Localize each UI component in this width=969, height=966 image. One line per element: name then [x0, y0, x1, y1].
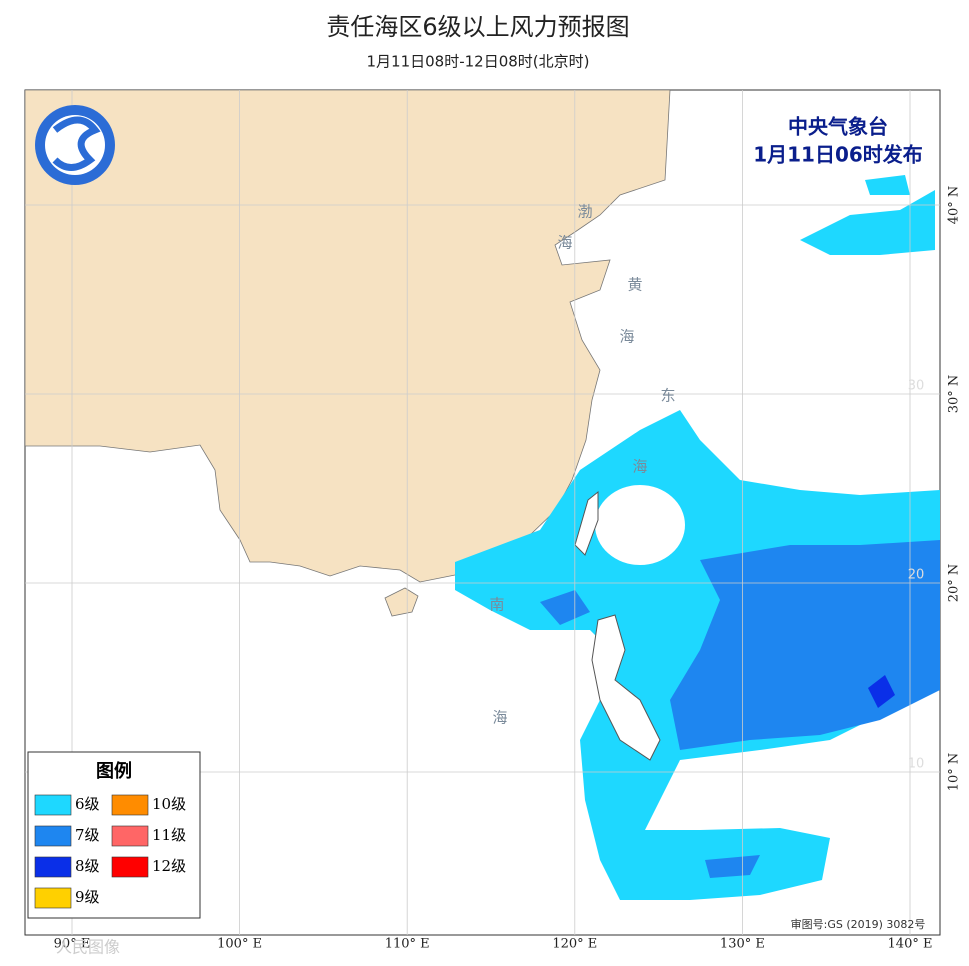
legend-label: 11级 [152, 826, 186, 844]
legend-swatch [111, 794, 149, 816]
land-luzon [591, 614, 661, 761]
legend-title: 图例 [96, 760, 132, 782]
map-body [25, 90, 940, 900]
legend-label: 8级 [75, 857, 100, 875]
sea-label: 海 [492, 709, 507, 727]
lon-label: 120° E [552, 937, 597, 952]
wind-6-japan [800, 175, 935, 255]
subtitle: 1月11日08时-12日08时(北京时) [366, 53, 589, 71]
approval-number: 审图号:GS (2019) 3082号 [791, 917, 926, 931]
legend-label: 12级 [152, 857, 186, 875]
lat-label: 30° N [947, 375, 962, 414]
legend-swatch [34, 825, 72, 847]
logo-mark [52, 116, 101, 171]
graticule: 90° E 100° E 110° E 120° E 130° E 140° E 40° N… [25, 90, 962, 952]
legend-swatch [111, 856, 149, 878]
sea-label: 黄 [627, 276, 642, 294]
sea-label: 南 [489, 596, 504, 614]
watermark: 人民图像 [56, 938, 120, 957]
legend-swatch [34, 887, 72, 909]
legend-label: 10级 [152, 795, 186, 813]
land-hainan [384, 587, 419, 617]
land-taiwan [574, 490, 599, 556]
lon-label: 90° E [54, 937, 91, 952]
legend-swatch [34, 794, 72, 816]
lon-label: 100° E [217, 937, 262, 952]
inner-lat-label: 20 [908, 568, 925, 583]
agency: 中央气象台 [788, 115, 888, 139]
lat-label: 10° N [947, 753, 962, 792]
issued-time: 1月11日06时发布 [753, 143, 923, 167]
legend-swatch [111, 825, 149, 847]
lon-label: 130° E [720, 937, 765, 952]
sea-label: 东 [660, 387, 675, 405]
clear-area [595, 485, 685, 565]
legend-label: 9级 [75, 888, 100, 906]
legend-swatch [34, 856, 72, 878]
sea-label: 海 [619, 328, 634, 346]
sea-label: 海 [632, 458, 647, 476]
title: 责任海区6级以上风力预报图 [326, 13, 629, 41]
legend-label: 6级 [75, 795, 100, 813]
lat-label: 40° N [947, 186, 962, 225]
legend-label: 7级 [75, 826, 100, 844]
lat-label: 20° N [947, 564, 962, 603]
lon-label: 140° E [888, 937, 933, 952]
inner-lat-label: 30 [908, 379, 925, 394]
wind-7 [540, 540, 940, 878]
lon-label: 110° E [385, 937, 430, 952]
sea-label: 渤 [577, 203, 592, 221]
wind-8 [868, 675, 895, 708]
sea-label: 海 [557, 234, 572, 252]
inner-lat-label: 10 [908, 757, 925, 772]
legend: 6级 7级 8级 9级 10级 11级 12级 [34, 794, 186, 909]
